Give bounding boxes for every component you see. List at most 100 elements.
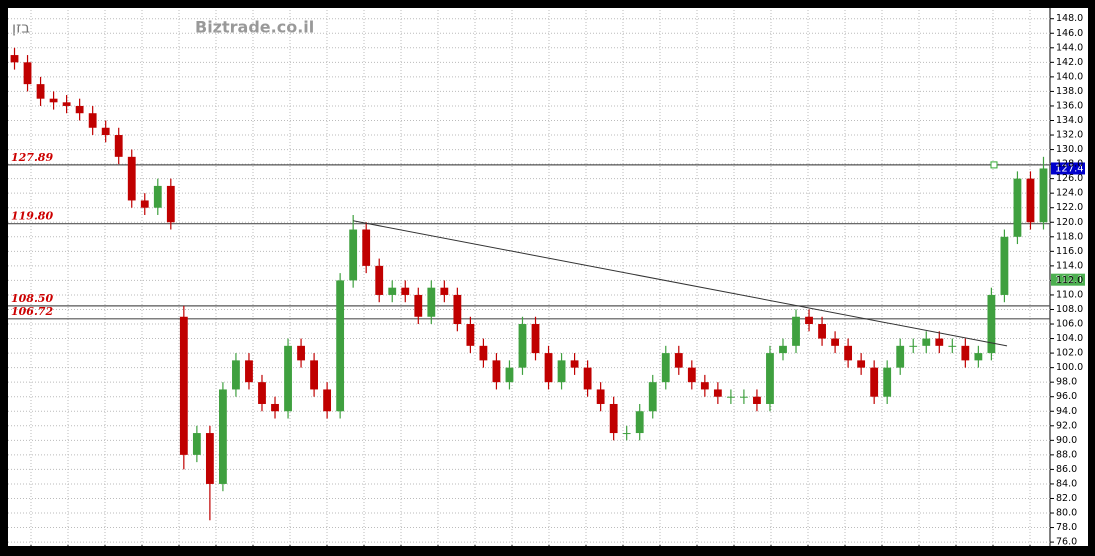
y-tick-label: 146.0 — [1056, 28, 1083, 39]
candle-body — [583, 367, 592, 390]
y-tick-label: 110.0 — [1056, 289, 1083, 300]
candle-body — [844, 345, 853, 361]
candle-body — [10, 55, 19, 63]
candle-body — [870, 367, 879, 397]
candle-body — [505, 367, 514, 383]
candle-body — [440, 287, 449, 295]
candle-body — [284, 345, 292, 412]
candle-body — [805, 316, 813, 325]
candle-body — [453, 294, 462, 325]
candle-body — [779, 345, 787, 354]
candle-body — [479, 345, 488, 361]
chart-background — [8, 8, 1088, 546]
y-tick-label: 120.0 — [1056, 217, 1083, 228]
y-tick-label: 102.0 — [1056, 348, 1083, 359]
candle-body — [622, 433, 631, 435]
candle-body — [687, 367, 696, 383]
y-tick-label: 148.0 — [1056, 13, 1083, 24]
price-label: 112.1 — [1055, 275, 1084, 286]
candle-body — [700, 382, 709, 390]
candle-body — [544, 353, 553, 383]
candle-body — [401, 287, 410, 295]
candle-body — [948, 345, 957, 347]
candle-body — [232, 360, 240, 390]
y-tick-label: 144.0 — [1056, 42, 1083, 53]
candle-body — [127, 156, 136, 201]
y-tick-label: 98.0 — [1056, 377, 1077, 388]
y-tick-label: 104.0 — [1056, 333, 1083, 344]
y-tick-label: 76.0 — [1056, 537, 1077, 548]
candle-body — [323, 389, 332, 412]
candle-body — [166, 185, 175, 223]
trend-line — [353, 220, 1008, 347]
watermark: Biztrade.co.il — [195, 18, 314, 37]
y-tick-label: 130.0 — [1056, 144, 1083, 155]
candle-body — [336, 280, 345, 412]
candle-body — [310, 360, 318, 390]
y-tick-label: 108.0 — [1056, 304, 1083, 315]
candle-body — [1000, 236, 1009, 295]
y-tick-label: 140.0 — [1056, 71, 1083, 82]
candle-body — [362, 229, 371, 266]
candle-body — [766, 353, 774, 404]
candle-body — [492, 360, 501, 383]
y-tick-label: 122.0 — [1056, 202, 1083, 213]
candle-body — [648, 382, 657, 412]
candle-body — [36, 84, 45, 99]
y-tick-label: 142.0 — [1056, 57, 1083, 68]
price-label: 127.4 — [1055, 163, 1084, 174]
candle-body — [88, 113, 97, 128]
candle-body — [792, 316, 800, 346]
candle-body — [987, 294, 996, 354]
y-tick-label: 78.0 — [1056, 522, 1077, 533]
candle-body — [101, 127, 110, 136]
horizontal-line-label: 127.89 — [11, 151, 53, 164]
candle-body — [245, 360, 253, 383]
horizontal-line-label: 106.72 — [11, 305, 53, 318]
candle-body — [609, 403, 618, 434]
candle-body — [466, 324, 475, 346]
candle-body — [179, 316, 188, 455]
y-tick-label: 138.0 — [1056, 86, 1083, 97]
candle-body — [922, 338, 931, 346]
y-tick-label: 96.0 — [1056, 391, 1077, 402]
candle-body — [909, 345, 918, 347]
y-tick-label: 92.0 — [1056, 420, 1077, 431]
candle-body — [661, 353, 670, 383]
y-tick-label: 88.0 — [1056, 449, 1077, 460]
candle-body — [140, 200, 149, 208]
price-label-box — [1051, 273, 1085, 286]
price-label-box — [1051, 162, 1085, 175]
y-tick-label: 82.0 — [1056, 493, 1077, 504]
y-tick-label: 114.0 — [1056, 260, 1083, 271]
candle-body — [596, 389, 605, 404]
candle-body — [271, 403, 279, 412]
candle-body — [831, 338, 839, 346]
candle-body — [896, 345, 905, 368]
candle-body — [388, 287, 397, 295]
candle-body — [49, 98, 58, 103]
candle-body — [635, 411, 644, 434]
candle-body — [192, 433, 201, 455]
candle-body — [883, 367, 892, 397]
candle-body — [1039, 168, 1048, 223]
candle-body — [713, 389, 722, 397]
y-tick-label: 124.0 — [1056, 188, 1083, 199]
candle-body — [518, 324, 527, 368]
candle-body — [375, 265, 384, 295]
candle-body — [674, 353, 683, 368]
horizontal-line-label: 119.80 — [11, 210, 53, 223]
y-tick-label: 90.0 — [1056, 435, 1077, 446]
y-tick-label: 94.0 — [1056, 406, 1077, 417]
candle-body — [205, 433, 214, 484]
candle-body — [75, 105, 84, 114]
candle-body — [1026, 178, 1035, 223]
candle-body — [570, 360, 579, 368]
candle-body — [114, 135, 123, 157]
horizontal-line-label: 108.50 — [11, 292, 53, 305]
marker — [990, 161, 998, 169]
candle-body — [349, 229, 358, 281]
